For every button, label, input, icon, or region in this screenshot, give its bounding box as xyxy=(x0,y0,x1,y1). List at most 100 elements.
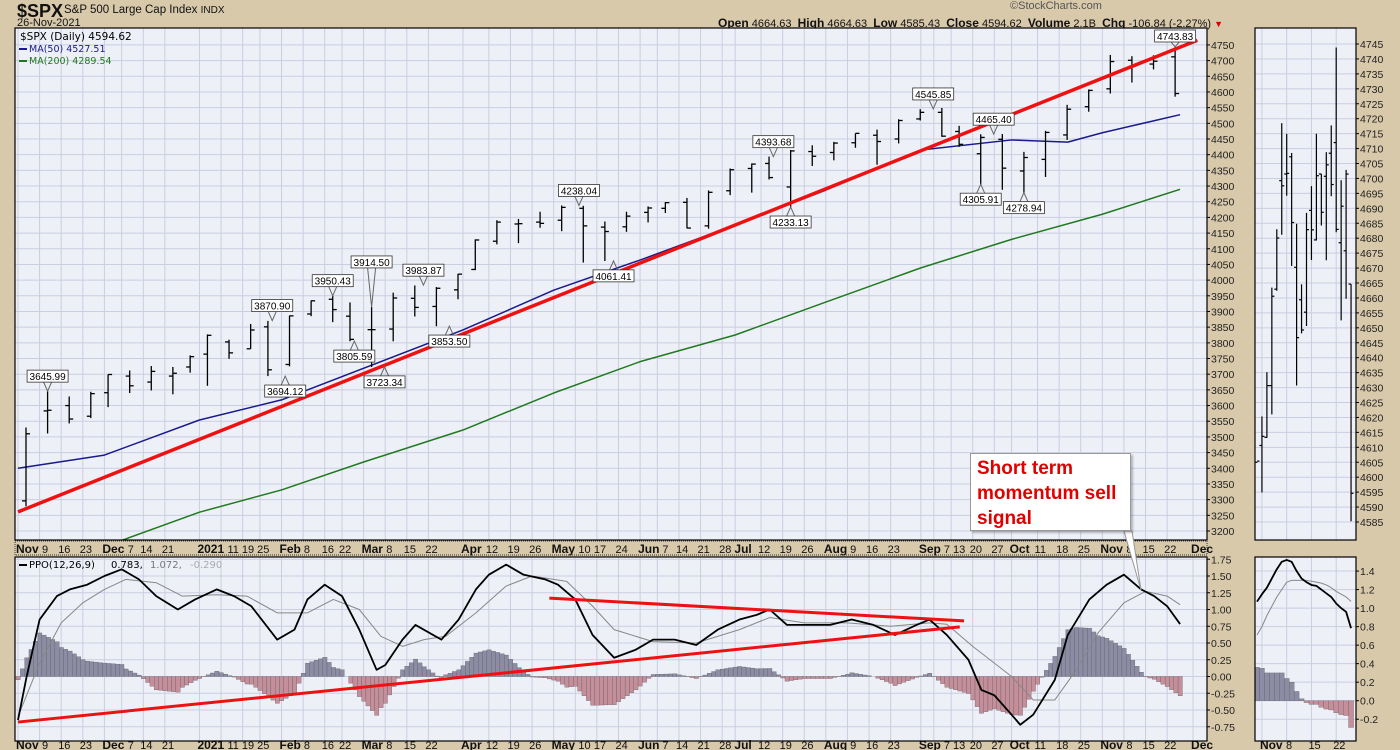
annotation-pointer xyxy=(444,324,454,336)
price-bar xyxy=(747,163,756,193)
ppo-histogram-bar xyxy=(262,676,267,694)
x-axis-label: 19 xyxy=(507,544,519,556)
ppo-histogram-bar xyxy=(15,676,21,680)
ppo-panel-content xyxy=(15,557,1207,741)
ma200-legend-swatch xyxy=(19,60,27,62)
detail-price-bar xyxy=(1294,223,1300,386)
volume-value: 2.1B xyxy=(1073,18,1096,30)
ppo-histogram-bar xyxy=(745,667,751,677)
x-axis-label: 25 xyxy=(1078,544,1090,556)
ppo-histogram-bar xyxy=(840,675,846,677)
ppo-histogram-bar xyxy=(59,647,64,677)
price-bar xyxy=(622,211,631,232)
chg-value: -106.84 (-2.27%) xyxy=(1128,18,1212,30)
y-axis-label: 3250 xyxy=(1211,510,1235,522)
price-bar xyxy=(225,339,234,359)
ppo-histogram-bar xyxy=(914,676,920,678)
y-axis-label: 4350 xyxy=(1211,165,1235,177)
x-axis-label: Dec xyxy=(1191,542,1213,556)
ppo-histogram-bar xyxy=(154,676,159,691)
y-axis-label: 4300 xyxy=(1211,181,1235,193)
x-axis-label: 17 xyxy=(594,544,606,556)
ppo-histogram-bar xyxy=(292,676,297,694)
stockcharts-watermark[interactable]: ©StockCharts.com xyxy=(1010,0,1102,12)
ppo-histogram-bar xyxy=(780,676,786,679)
high-value: 4664.63 xyxy=(827,18,868,30)
x-axis-label: 25 xyxy=(257,544,269,556)
annotation-label: 3870.90 xyxy=(254,302,291,313)
price-detail-panel xyxy=(1255,28,1356,540)
ppo-histogram-bar xyxy=(927,673,932,677)
detail-price-bar xyxy=(1318,173,1324,226)
y-axis-label: 4615 xyxy=(1360,427,1384,439)
ppo-histogram-bar xyxy=(1164,676,1170,687)
ppo-histogram-bar xyxy=(89,661,94,677)
annotation-label: 4305.91 xyxy=(963,195,1000,206)
detail-price-bar xyxy=(1259,416,1265,493)
ppo-histogram-bar xyxy=(538,676,544,678)
y-axis-label: 0.0 xyxy=(1360,696,1375,708)
x-axis-label: 12 xyxy=(486,544,498,556)
ppo-histogram-bar xyxy=(1313,700,1320,705)
x-axis-label: 19 xyxy=(242,544,254,556)
x-axis-label: 19 xyxy=(780,544,792,556)
ppo-histogram-bar xyxy=(936,676,941,681)
ppo-histogram-bar xyxy=(642,676,647,683)
y-axis-label: 1.75 xyxy=(1211,554,1232,566)
ppo-histogram-bar xyxy=(167,676,172,692)
low-label: Low xyxy=(873,16,898,30)
ppo-histogram-bar xyxy=(50,639,56,677)
y-axis-label: 4745 xyxy=(1360,39,1384,51)
ppo-histogram-bar xyxy=(197,676,202,679)
x-axis-label: 15 xyxy=(404,740,416,750)
x-axis-label: 21 xyxy=(698,740,710,750)
ppo-histogram-bar xyxy=(326,662,332,677)
y-axis-label: 4250 xyxy=(1211,197,1235,209)
y-axis-label: 4635 xyxy=(1360,368,1384,380)
price-bar xyxy=(1084,89,1093,112)
ppo-histogram-bar xyxy=(892,676,898,686)
y-axis-label: 3850 xyxy=(1211,322,1235,334)
open-label: Open xyxy=(718,16,749,30)
y-axis-label: 3800 xyxy=(1211,338,1235,350)
y-axis-label: 3700 xyxy=(1211,369,1235,381)
ppo-histogram-bar xyxy=(767,668,773,677)
price-bar xyxy=(22,427,30,507)
ppo-histogram-bar xyxy=(1121,648,1127,677)
x-axis-label: 15 xyxy=(404,544,416,556)
ppo-histogram-bar xyxy=(253,676,259,688)
annotation-pointer xyxy=(380,365,390,377)
x-axis-label: 25 xyxy=(1078,740,1090,750)
x-axis-label: 17 xyxy=(594,740,606,750)
y-axis-label: 4735 xyxy=(1360,69,1384,81)
ppo-histogram-bar xyxy=(456,669,462,677)
y-axis-label: 4725 xyxy=(1360,99,1384,111)
ppo-histogram-bar xyxy=(313,660,319,677)
ppo-histogram-bar xyxy=(460,665,466,677)
y-axis-label: 4680 xyxy=(1360,233,1384,245)
ppo-histogram-bar xyxy=(810,676,816,679)
ppo-histogram-bar xyxy=(715,669,721,677)
annotation-box xyxy=(959,192,1002,206)
y-axis-label: 0.25 xyxy=(1211,655,1232,667)
x-axis-label: 13 xyxy=(953,740,965,750)
x-axis-label: 19 xyxy=(507,740,519,750)
x-axis-label: Nov xyxy=(1100,738,1123,750)
ppo-histogram-bar xyxy=(940,676,945,684)
x-axis-label: Jul xyxy=(734,542,751,556)
ppo-histogram-bar xyxy=(525,674,531,677)
ppo-histogram-bar xyxy=(763,668,768,677)
x-axis-label: 16 xyxy=(866,740,878,750)
price-bar xyxy=(246,324,255,350)
callout-line: Short term xyxy=(977,458,1074,479)
x-axis-label: 9 xyxy=(850,740,856,750)
price-bar xyxy=(1041,130,1050,177)
ppo-histogram-bar xyxy=(20,668,25,677)
x-axis-label: 11 xyxy=(1035,544,1046,556)
price-bar xyxy=(682,197,691,229)
annotation-label: 4233.13 xyxy=(773,218,810,229)
ppo-histogram-bar xyxy=(413,658,418,677)
ppo-histogram-bar xyxy=(279,676,284,701)
annotation-pointer xyxy=(43,381,53,393)
